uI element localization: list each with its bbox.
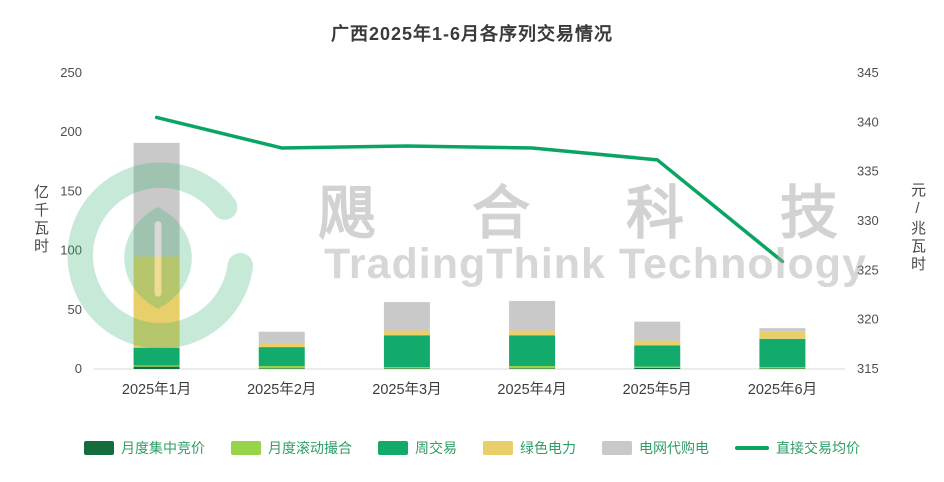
x-axis-label: 2025年5月	[623, 381, 692, 398]
legend-swatch	[231, 441, 261, 455]
left-axis-tick: 200	[60, 124, 82, 139]
bar-segment	[133, 365, 180, 367]
bar-segment	[759, 328, 806, 332]
legend-label: 电网代购电	[639, 440, 709, 456]
x-axis-label: 2025年2月	[247, 381, 316, 398]
x-axis-label: 2025年1月	[122, 381, 191, 398]
bar-segment	[258, 368, 305, 369]
bar-segment	[383, 330, 430, 336]
bar-segment	[759, 368, 806, 369]
right-axis-tick: 345	[857, 65, 879, 80]
bar-segment	[634, 321, 681, 341]
bar-segment	[759, 331, 806, 339]
bar-segment	[383, 302, 430, 331]
bar-segment	[759, 338, 806, 368]
legend-item[interactable]: 绿色电力	[483, 438, 576, 458]
left-axis-tick: 150	[60, 183, 82, 198]
legend-item[interactable]: 周交易	[378, 438, 457, 458]
left-axis-tick: 50	[68, 302, 82, 317]
bar-segment	[509, 335, 556, 367]
legend-item[interactable]: 月度集中竞价	[84, 438, 205, 458]
legend-swatch	[602, 441, 632, 455]
bar-segment	[258, 366, 305, 369]
x-axis-label: 2025年6月	[748, 381, 817, 398]
bar-segment	[258, 347, 305, 367]
legend-item[interactable]: 直接交易均价	[735, 438, 860, 458]
legend-label: 周交易	[415, 440, 457, 456]
bar-segment	[634, 345, 681, 367]
bar-segment	[383, 335, 430, 368]
bar-segment	[634, 340, 681, 346]
legend-swatch	[483, 441, 513, 455]
bar-segment	[634, 366, 681, 368]
bar-segment	[133, 366, 180, 369]
right-axis-tick: 315	[857, 361, 879, 376]
bar-segment	[634, 367, 681, 369]
left-axis-title: 亿千瓦时	[32, 184, 49, 256]
bar-segment	[759, 367, 806, 369]
left-axis-tick: 0	[75, 361, 82, 376]
right-axis-tick: 340	[857, 114, 879, 129]
bar-segment	[133, 256, 180, 348]
legend-line-swatch	[735, 446, 769, 450]
bar-segment	[509, 300, 556, 331]
bar-segment	[383, 368, 430, 369]
legend-swatch	[84, 441, 114, 455]
bar-segment	[383, 367, 430, 369]
legend-label: 月度滚动撮合	[268, 440, 352, 456]
legend: 月度集中竞价 月度滚动撮合 周交易 绿色电力 电网代购电 直接交易均价	[0, 438, 944, 458]
bar-segment	[509, 330, 556, 336]
bar-segment	[258, 343, 305, 348]
legend-item[interactable]: 电网代购电	[602, 438, 709, 458]
left-axis-tick: 100	[60, 243, 82, 258]
legend-label: 绿色电力	[520, 440, 576, 456]
right-axis-tick: 330	[857, 213, 879, 228]
x-axis-label: 2025年4月	[497, 381, 566, 398]
x-axis-label: 2025年3月	[372, 381, 441, 398]
bar-segment	[133, 142, 180, 257]
legend-label: 直接交易均价	[776, 440, 860, 456]
right-axis-tick: 325	[857, 262, 879, 277]
right-axis-title: 元/兆瓦时	[909, 182, 926, 274]
left-axis-tick: 250	[60, 65, 82, 80]
right-axis-tick: 335	[857, 164, 879, 179]
chart-title: 广西2025年1-6月各序列交易情况	[330, 24, 614, 44]
bar-segment	[133, 347, 180, 366]
right-axis-tick: 320	[857, 312, 879, 327]
legend-swatch	[378, 441, 408, 455]
price-line	[154, 115, 785, 264]
bar-segment	[509, 366, 556, 369]
bar-segment	[509, 368, 556, 369]
legend-label: 月度集中竞价	[121, 440, 205, 456]
legend-item[interactable]: 月度滚动撮合	[231, 438, 352, 458]
bar-segment	[258, 331, 305, 344]
